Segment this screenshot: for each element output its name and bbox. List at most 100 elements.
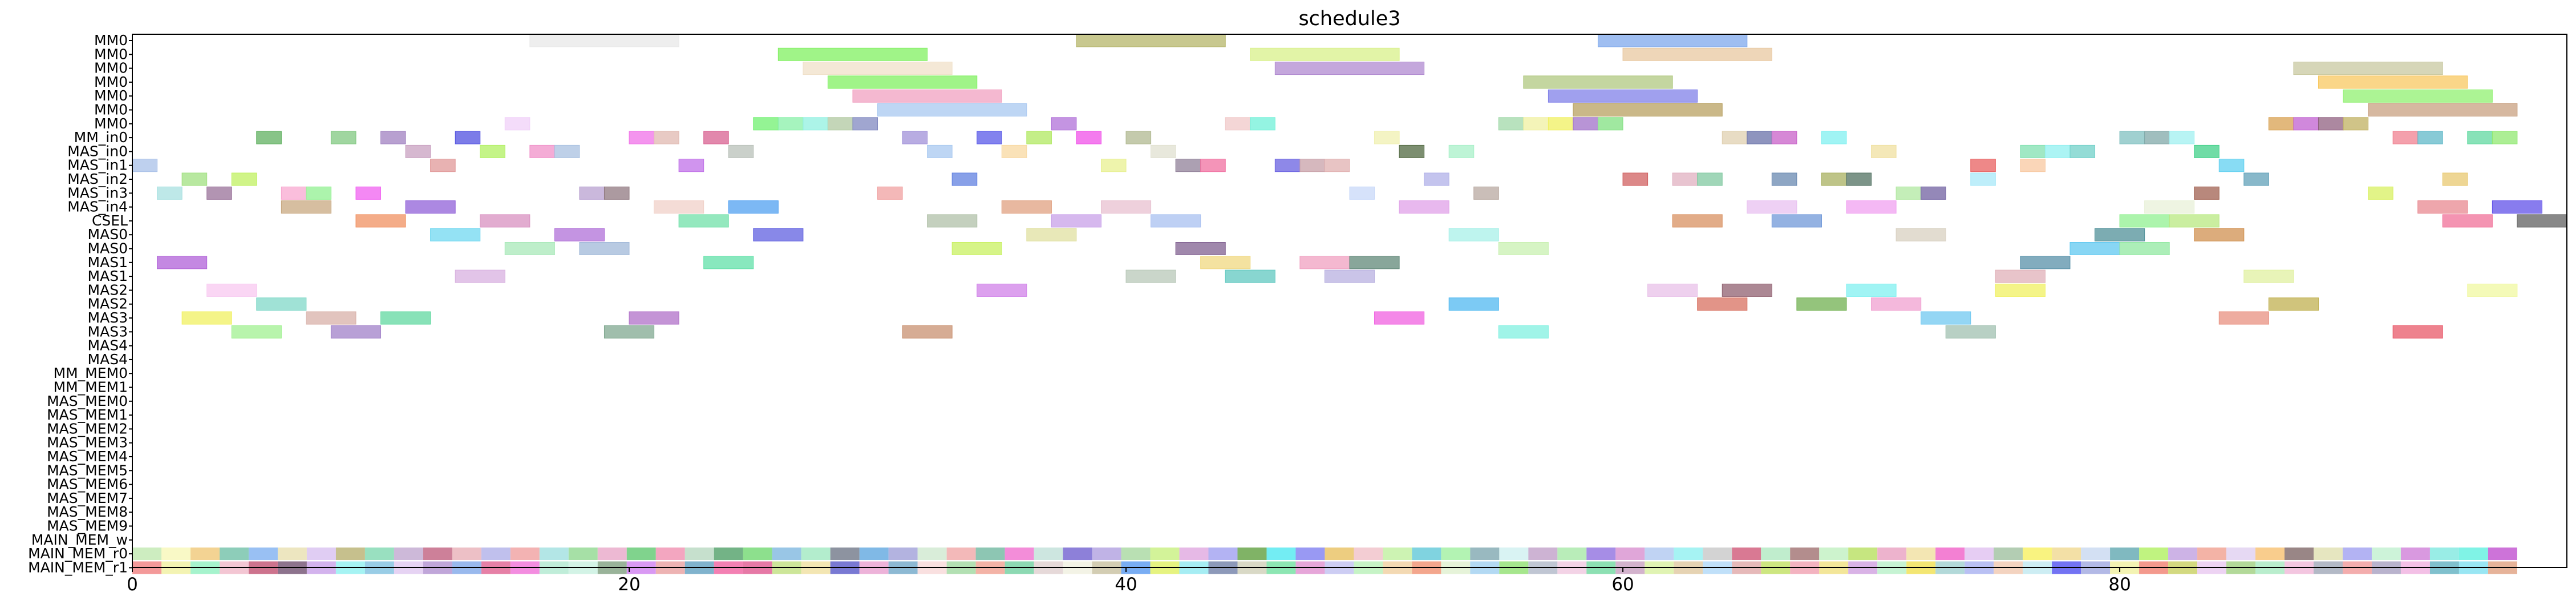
y-tick-label: MM0 bbox=[94, 74, 128, 90]
schedule-bar bbox=[604, 186, 630, 200]
schedule-bar bbox=[2194, 186, 2219, 200]
schedule-bar bbox=[1995, 269, 2046, 283]
schedule-bar bbox=[157, 186, 183, 200]
schedule-bar bbox=[157, 256, 208, 269]
schedule-bar bbox=[951, 172, 978, 186]
y-tick-label: MAS0 bbox=[88, 240, 128, 257]
schedule-bar bbox=[1250, 47, 1400, 61]
schedule-bar bbox=[554, 228, 605, 241]
schedule-bar bbox=[703, 131, 729, 144]
schedule-bar bbox=[1771, 131, 1797, 144]
y-tick-label: CSEL bbox=[92, 212, 128, 229]
schedule-bar bbox=[1498, 117, 1524, 131]
schedule-bar bbox=[430, 159, 456, 172]
memory-bar-r0 bbox=[1354, 547, 1383, 561]
y-tick-label: MAS_MEM1 bbox=[47, 406, 128, 423]
schedule-bar bbox=[2069, 144, 2096, 158]
memory-bar-r0 bbox=[335, 547, 365, 561]
schedule-bar bbox=[281, 200, 331, 214]
schedule-bar bbox=[1125, 269, 1176, 283]
schedule-bar bbox=[405, 144, 431, 158]
y-tick-label: MM_MEM1 bbox=[54, 379, 128, 396]
schedule-bar bbox=[529, 144, 555, 158]
memory-bar-r0 bbox=[2168, 547, 2198, 561]
memory-bar-r0 bbox=[481, 547, 511, 561]
memory-bar-r0 bbox=[1645, 547, 1674, 561]
memory-bar-r0 bbox=[539, 547, 569, 561]
schedule-bar bbox=[678, 214, 729, 228]
schedule-bar bbox=[256, 297, 307, 311]
schedule-bar bbox=[1026, 131, 1052, 144]
y-tick-label: MAS_MEM7 bbox=[47, 490, 128, 506]
schedule-bar bbox=[181, 311, 232, 325]
schedule-bar bbox=[2169, 131, 2195, 144]
memory-bar-r0 bbox=[1470, 547, 1500, 561]
schedule-bar bbox=[1871, 144, 1897, 158]
schedule-bar bbox=[2492, 200, 2542, 214]
schedule-bar bbox=[2467, 283, 2518, 297]
schedule-bar bbox=[1051, 117, 1077, 131]
memory-bar-r0 bbox=[161, 547, 191, 561]
schedule-bar bbox=[181, 172, 208, 186]
y-tick-label: MM0 bbox=[94, 32, 128, 49]
memory-bar-r0 bbox=[859, 547, 889, 561]
y-tick-label: MAS4 bbox=[88, 337, 128, 354]
y-tick-label: MAS_in0 bbox=[67, 143, 128, 159]
schedule-bar bbox=[1523, 117, 1549, 131]
schedule-bar bbox=[902, 131, 928, 144]
memory-bar-r0 bbox=[2488, 547, 2517, 561]
schedule-bar bbox=[1051, 214, 1101, 228]
memory-bar-r0 bbox=[2255, 547, 2285, 561]
memory-bar-r0 bbox=[2023, 547, 2052, 561]
schedule-bar bbox=[2417, 131, 2443, 144]
schedule-bar bbox=[1970, 172, 1996, 186]
memory-bar-r0 bbox=[917, 547, 947, 561]
y-tick-label: MM0 bbox=[94, 102, 128, 118]
schedule-bar bbox=[1895, 228, 1946, 241]
y-tick-label: MAS_MEM2 bbox=[47, 420, 128, 437]
schedule-bar bbox=[2492, 131, 2518, 144]
schedule-bar bbox=[2119, 214, 2170, 228]
schedule-bar bbox=[2069, 242, 2120, 255]
schedule-bar bbox=[480, 214, 530, 228]
schedule-bar bbox=[1001, 144, 1027, 158]
schedule-bar bbox=[1573, 117, 1599, 131]
schedule-bar bbox=[1598, 117, 1623, 131]
memory-bar-r0 bbox=[655, 547, 685, 561]
schedule-bar bbox=[1796, 297, 1847, 311]
memory-bar-r0 bbox=[1528, 547, 1558, 561]
schedule-bar bbox=[1299, 256, 1350, 269]
schedule-bar bbox=[355, 214, 406, 228]
schedule-bar bbox=[1349, 186, 1375, 200]
schedule-bar bbox=[579, 186, 605, 200]
schedule-bar bbox=[480, 144, 505, 158]
memory-bar-r0 bbox=[743, 547, 772, 561]
schedule-bar bbox=[629, 311, 679, 325]
memory-bar-r0 bbox=[1237, 547, 1267, 561]
schedule-bar bbox=[1001, 200, 1052, 214]
memory-bar-r0 bbox=[2081, 547, 2111, 561]
schedule-bar bbox=[2020, 256, 2071, 269]
memory-bar-r0 bbox=[1092, 547, 1121, 561]
schedule-bar bbox=[355, 186, 382, 200]
y-tick-label: MAIN_MEM_w bbox=[31, 531, 128, 548]
schedule-bar bbox=[529, 34, 679, 47]
schedule-bar bbox=[827, 117, 853, 131]
schedule-bar bbox=[1324, 159, 1350, 172]
schedule-bar bbox=[1846, 283, 1897, 297]
memory-bar-r0 bbox=[1674, 547, 1703, 561]
schedule-bar bbox=[1722, 131, 1748, 144]
schedule-bar bbox=[2293, 62, 2443, 75]
memory-bar-r0 bbox=[1877, 547, 1907, 561]
memory-bar-r0 bbox=[975, 547, 1005, 561]
memory-bar-r0 bbox=[1586, 547, 1616, 561]
schedule-bar bbox=[1747, 200, 1797, 214]
y-tick-label: MAS_in4 bbox=[67, 199, 128, 215]
memory-bar-r0 bbox=[1732, 547, 1761, 561]
schedule-bar bbox=[654, 200, 704, 214]
schedule-bar bbox=[1250, 117, 1275, 131]
memory-bar-r0 bbox=[510, 547, 540, 561]
schedule-bar bbox=[1274, 62, 1425, 75]
memory-bar-r0 bbox=[2139, 547, 2169, 561]
schedule-bar bbox=[902, 325, 953, 339]
